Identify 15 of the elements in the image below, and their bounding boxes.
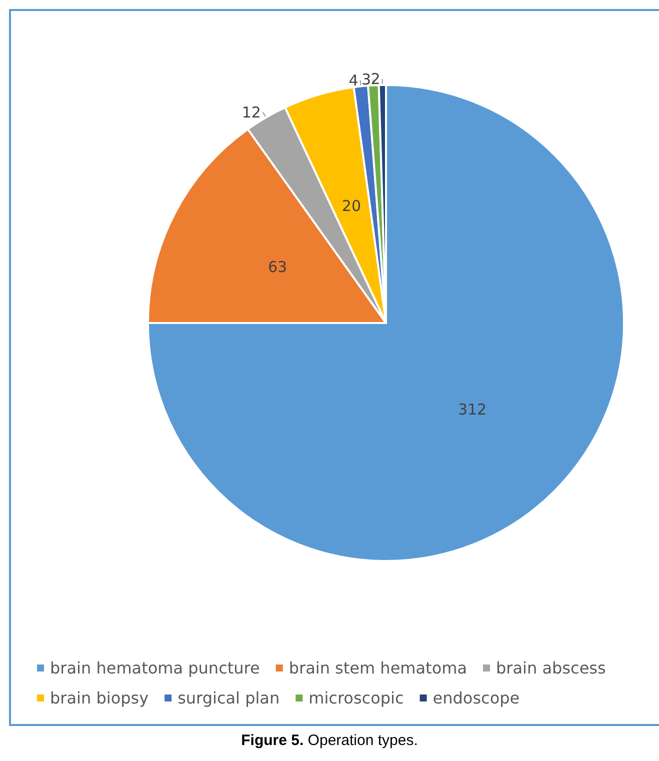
legend-label: brain biopsy xyxy=(50,688,149,708)
legend-label: brain hematoma puncture xyxy=(50,658,260,678)
text: Figure 5. Operation types. xyxy=(241,732,418,749)
legend-label: microscopic xyxy=(308,688,404,708)
data-label: 63 xyxy=(268,258,288,276)
data-label: 3 xyxy=(362,70,372,88)
data-label: 12 xyxy=(242,103,261,122)
legend-label: surgical plan xyxy=(178,688,280,708)
data-label: 312 xyxy=(458,400,487,418)
legend-label: brain stem hematoma xyxy=(288,658,468,678)
data-label: 2 xyxy=(370,70,380,88)
legend-label: endoscope xyxy=(432,688,520,708)
data-label: 20 xyxy=(342,196,362,215)
data-label: 4 xyxy=(348,71,358,90)
legend-label: brain abscess xyxy=(496,658,606,678)
